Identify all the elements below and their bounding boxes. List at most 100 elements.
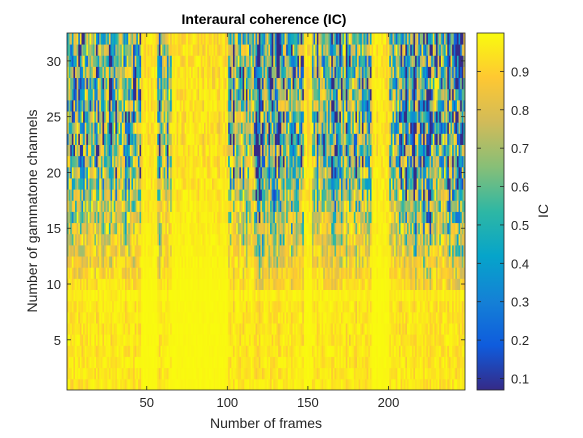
heatmap-cell <box>147 334 150 346</box>
heatmap-cell <box>89 323 92 335</box>
heatmap-cell <box>70 244 73 257</box>
heatmap-cell <box>102 166 105 179</box>
heatmap-cell <box>344 378 347 390</box>
heatmap-cell <box>136 244 139 257</box>
heatmap-cell <box>437 267 440 279</box>
heatmap-cell <box>121 367 124 380</box>
heatmap-cell <box>426 178 429 190</box>
heatmap-cell <box>152 233 155 246</box>
heatmap-cell <box>406 289 409 302</box>
heatmap-cell <box>258 267 261 279</box>
heatmap-cell <box>303 222 306 235</box>
heatmap-cell <box>402 300 405 313</box>
heatmap-cell <box>67 178 70 190</box>
heatmap-cell <box>456 200 459 212</box>
heatmap-cell <box>123 367 126 380</box>
heatmap-cell <box>152 278 155 290</box>
heatmap-cell <box>96 244 99 257</box>
heatmap-cell <box>374 200 377 212</box>
heatmap-cell <box>94 189 97 201</box>
heatmap-cell <box>144 189 147 201</box>
heatmap-cell <box>255 200 258 212</box>
heatmap-cell <box>210 211 213 224</box>
heatmap-cell <box>234 323 237 335</box>
heatmap-cell <box>303 200 306 212</box>
heatmap-cell <box>336 356 339 369</box>
heatmap-cell <box>324 244 327 257</box>
heatmap-cell <box>307 233 310 246</box>
heatmap-cell <box>271 356 274 369</box>
heatmap-cell <box>73 200 76 212</box>
heatmap-cell <box>344 267 347 279</box>
heatmap-cell <box>311 166 314 179</box>
heatmap-cell <box>205 278 208 290</box>
heatmap-cell <box>363 278 366 290</box>
heatmap-cell <box>215 300 218 313</box>
heatmap-cell <box>439 244 442 257</box>
heatmap-cell <box>174 300 177 313</box>
heatmap-cell <box>226 233 229 246</box>
heatmap-cell <box>337 178 340 190</box>
heatmap-cell <box>236 367 239 380</box>
heatmap-cell <box>162 345 165 357</box>
heatmap-cell <box>313 278 316 290</box>
heatmap-cell <box>187 222 190 235</box>
heatmap-cell <box>311 356 314 369</box>
heatmap-cell <box>299 356 302 369</box>
heatmap-cell <box>379 356 382 369</box>
heatmap-cell <box>365 300 368 313</box>
heatmap-cell <box>215 189 218 201</box>
heatmap-cell <box>326 300 329 313</box>
heatmap-cell <box>365 222 368 235</box>
heatmap-cell <box>236 222 239 235</box>
heatmap-cell <box>200 334 203 346</box>
heatmap-cell <box>215 256 218 268</box>
heatmap-cell <box>239 345 242 357</box>
heatmap-cell <box>157 244 160 257</box>
heatmap-cell <box>136 334 139 346</box>
heatmap-cell <box>255 323 258 335</box>
heatmap-cell <box>302 300 305 313</box>
heatmap-cell <box>431 200 434 212</box>
heatmap-cell <box>276 256 279 268</box>
heatmap-cell <box>332 166 335 179</box>
heatmap-cell <box>400 211 403 224</box>
heatmap-cell <box>429 356 432 369</box>
heatmap-cell <box>427 166 430 179</box>
heatmap-cell <box>125 323 128 335</box>
heatmap-cell <box>120 300 123 313</box>
heatmap-cell <box>292 367 295 380</box>
heatmap-cell <box>84 222 87 235</box>
heatmap-cell <box>426 323 429 335</box>
heatmap-cell <box>434 267 437 279</box>
heatmap-cell <box>157 323 160 335</box>
heatmap-cell <box>445 200 448 212</box>
heatmap-cell <box>157 334 160 346</box>
heatmap-cell <box>342 334 345 346</box>
heatmap-cell <box>456 244 459 257</box>
heatmap-cell <box>133 334 136 346</box>
heatmap-cell <box>102 233 105 246</box>
heatmap-cell <box>250 300 253 313</box>
heatmap-cell <box>305 367 308 380</box>
heatmap-cell <box>110 267 113 279</box>
heatmap-cell <box>398 244 401 257</box>
heatmap-cell <box>131 345 134 357</box>
heatmap-cell <box>328 256 331 268</box>
heatmap-cell <box>342 211 345 224</box>
heatmap-cell <box>160 200 163 212</box>
heatmap-cell <box>79 289 82 302</box>
heatmap-cell <box>91 300 94 313</box>
heatmap-cell <box>355 200 358 212</box>
heatmap-cell <box>418 278 421 290</box>
heatmap-cell <box>242 345 245 357</box>
heatmap-cell <box>389 211 392 224</box>
heatmap-cell <box>139 244 142 257</box>
heatmap-cell <box>215 356 218 369</box>
heatmap-cell <box>411 311 414 324</box>
heatmap-cell <box>258 345 261 357</box>
heatmap-cell <box>261 166 264 179</box>
heatmap-cell <box>181 244 184 257</box>
heatmap-cell <box>236 323 239 335</box>
heatmap-cell <box>423 334 426 346</box>
